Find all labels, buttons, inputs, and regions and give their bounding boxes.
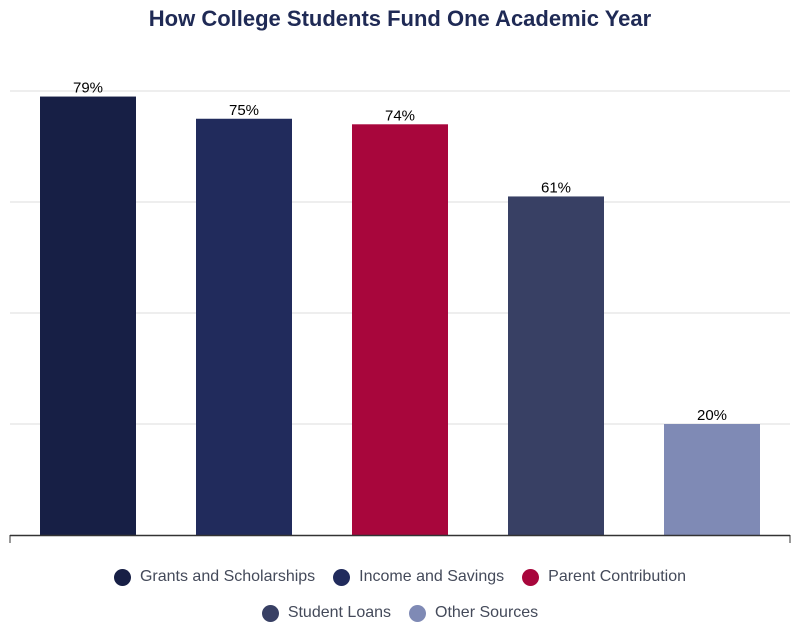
legend: Grants and Scholarships Income and Saving… [40,566,760,624]
bar [40,96,136,536]
chart-title: How College Students Fund One Academic Y… [148,6,652,31]
bar [352,124,448,536]
legend-item[interactable]: Income and Savings [333,566,504,588]
legend-item[interactable]: Other Sources [409,602,538,624]
legend-label: Other Sources [435,604,539,621]
legend-swatch-icon [333,568,351,586]
legend-label: Student Loans [287,604,392,621]
legend-item[interactable]: Student Loans [261,602,392,624]
bar-value-label: 61% [541,179,571,196]
legend-label: Grants and Scholarships [139,568,316,585]
legend-label: Income and Savings [359,568,505,585]
x-axis [9,534,791,543]
legend-item[interactable]: Parent Contribution [522,566,686,588]
bar-value-labels: 79% 75% 74% 61% 20% [73,80,727,424]
bar-value-label: 79% [73,80,103,97]
bar [664,424,760,535]
bar-value-label: 74% [385,107,415,124]
bars [40,96,760,536]
bar [196,118,292,535]
bar-value-label: 75% [229,102,259,119]
legend-swatch-icon [522,568,540,586]
legend-swatch-icon [113,568,131,586]
legend-swatch-icon [409,604,427,622]
legend-label: Parent Contribution [548,568,687,585]
legend-swatch-icon [261,604,279,622]
legend-item[interactable]: Grants and Scholarships [113,566,316,588]
bar-value-label: 20% [697,407,727,424]
bar [508,196,604,535]
